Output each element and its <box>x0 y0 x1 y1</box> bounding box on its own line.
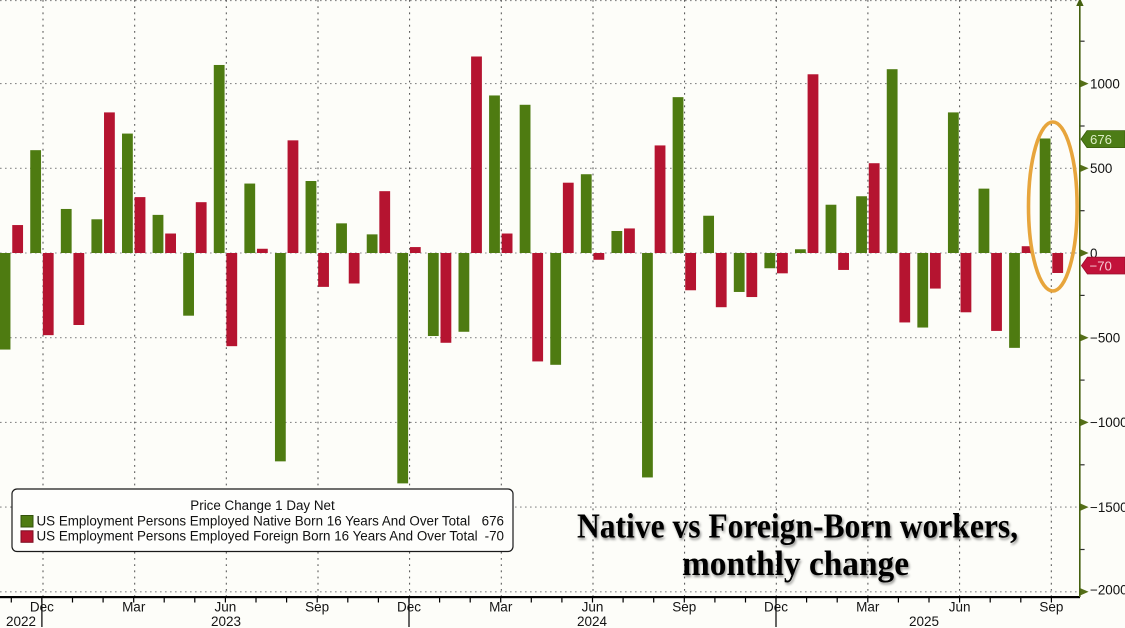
svg-text:500: 500 <box>1090 161 1112 176</box>
svg-text:Mar: Mar <box>489 600 513 615</box>
svg-text:−2000: −2000 <box>1090 583 1125 598</box>
svg-text:US Employment Persons Employed: US Employment Persons Employed Foreign B… <box>37 529 478 544</box>
svg-text:676: 676 <box>1090 132 1112 147</box>
svg-text:-70: -70 <box>485 529 504 544</box>
svg-text:Sep: Sep <box>305 600 329 615</box>
svg-text:Native vs Foreign-Born workers: Native vs Foreign-Born workers, <box>577 507 1018 546</box>
svg-text:2024: 2024 <box>577 614 608 628</box>
svg-text:Sep: Sep <box>1039 600 1063 615</box>
svg-text:Dec: Dec <box>30 600 54 615</box>
svg-text:Jun: Jun <box>215 600 237 615</box>
svg-text:Dec: Dec <box>764 600 788 615</box>
svg-text:Sep: Sep <box>672 600 696 615</box>
svg-text:2025: 2025 <box>909 614 939 628</box>
svg-text:676: 676 <box>482 513 504 528</box>
svg-text:2022: 2022 <box>6 614 36 628</box>
svg-text:−1000: −1000 <box>1090 415 1125 430</box>
svg-text:Dec: Dec <box>397 600 421 615</box>
svg-text:Mar: Mar <box>122 600 146 615</box>
svg-text:Jun: Jun <box>949 600 971 615</box>
svg-text:−1500: −1500 <box>1090 500 1125 515</box>
svg-text:US Employment Persons Employed: US Employment Persons Employed Native Bo… <box>37 513 471 528</box>
svg-text:2023: 2023 <box>211 614 241 628</box>
svg-text:1000: 1000 <box>1090 76 1120 91</box>
svg-text:Price Change 1 Day Net: Price Change 1 Day Net <box>190 498 335 513</box>
svg-text:Mar: Mar <box>856 600 880 615</box>
svg-text:0: 0 <box>1090 246 1097 261</box>
svg-text:−70: −70 <box>1090 259 1112 274</box>
svg-text:−500: −500 <box>1090 331 1120 346</box>
svg-text:Jun: Jun <box>582 600 604 615</box>
svg-text:monthly change: monthly change <box>682 544 909 583</box>
